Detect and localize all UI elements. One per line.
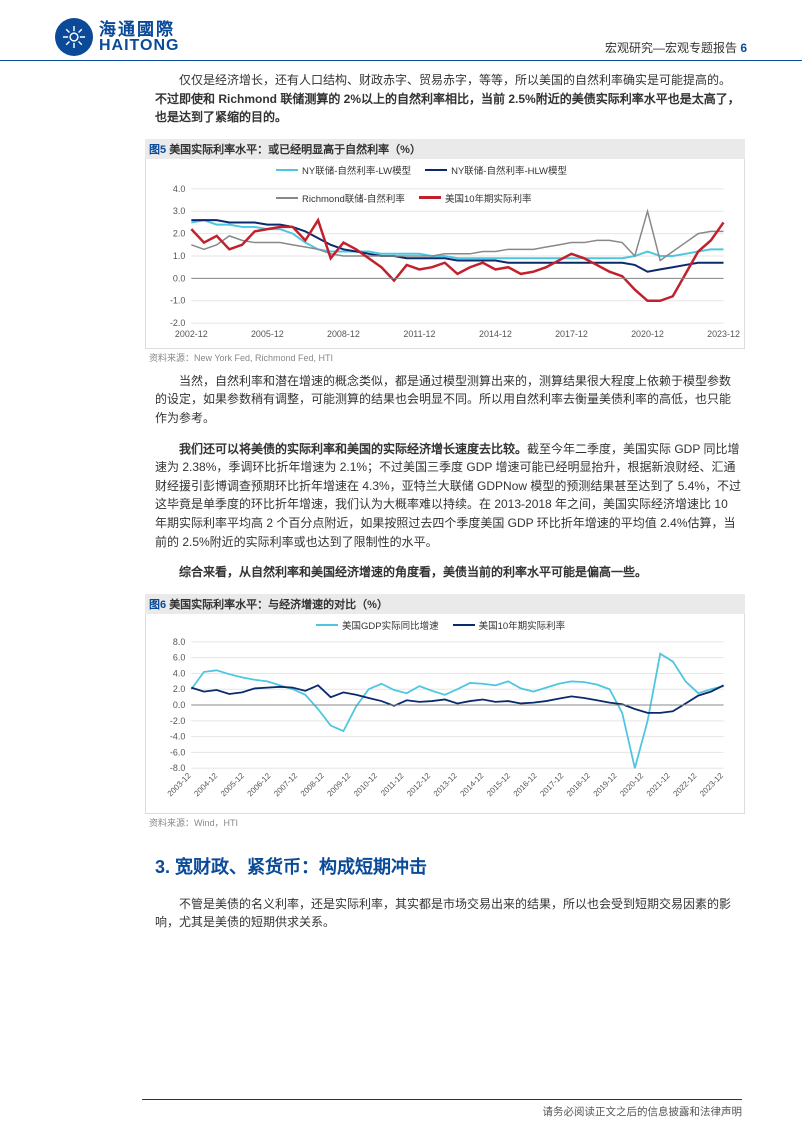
footer-disclaimer: 请务必阅读正文之后的信息披露和法律声明: [142, 1099, 742, 1119]
para-3: 我们还可以将美债的实际利率和美国的实际经济增长速度去比较。截至今年二季度，美国实…: [155, 440, 742, 552]
svg-text:8.0: 8.0: [173, 637, 185, 647]
svg-text:-4.0: -4.0: [170, 731, 185, 741]
section-3-heading: 3. 宽财政、紧货币：构成短期冲击: [155, 853, 742, 879]
svg-text:2011-12: 2011-12: [403, 329, 435, 339]
svg-text:3.0: 3.0: [173, 206, 185, 216]
figure-5: 图5 美国实际利率水平：或已经明显高于自然利率（%） NY联储-自然利率-LW模…: [145, 139, 745, 364]
svg-text:2009-12: 2009-12: [325, 771, 352, 798]
svg-text:2015-12: 2015-12: [485, 771, 512, 798]
svg-text:-2.0: -2.0: [170, 318, 185, 328]
svg-text:2020-12: 2020-12: [618, 771, 645, 798]
svg-text:0.0: 0.0: [173, 700, 185, 710]
svg-text:2013-12: 2013-12: [432, 771, 459, 798]
svg-text:2011-12: 2011-12: [379, 771, 406, 798]
svg-text:6.0: 6.0: [173, 652, 185, 662]
svg-text:2014-12: 2014-12: [479, 329, 512, 339]
svg-text:2007-12: 2007-12: [272, 771, 299, 798]
svg-text:2019-12: 2019-12: [592, 771, 619, 798]
svg-text:2020-12: 2020-12: [631, 329, 664, 339]
svg-text:2008-12: 2008-12: [299, 771, 326, 798]
svg-text:2.0: 2.0: [173, 684, 185, 694]
fig5-title: 美国实际利率水平：或已经明显高于自然利率（%）: [169, 144, 421, 156]
svg-text:2014-12: 2014-12: [458, 771, 485, 798]
svg-text:2002-12: 2002-12: [175, 329, 208, 339]
svg-text:0.0: 0.0: [173, 273, 185, 283]
fig5-source: 资料来源：New York Fed, Richmond Fed, HTI: [149, 351, 745, 364]
svg-text:2006-12: 2006-12: [246, 771, 273, 798]
svg-text:-8.0: -8.0: [170, 763, 185, 773]
svg-text:2003-12: 2003-12: [166, 771, 193, 798]
svg-text:2018-12: 2018-12: [565, 771, 592, 798]
svg-text:4.0: 4.0: [173, 184, 185, 194]
fig6-chart: -8.0-6.0-4.0-2.00.02.04.06.08.02003-1220…: [146, 614, 744, 813]
fig6-num: 图6: [149, 599, 166, 611]
svg-text:4.0: 4.0: [173, 668, 185, 678]
page-header: 海通國際 HAITONG 宏观研究—宏观专题报告 6: [0, 0, 802, 61]
svg-text:2.0: 2.0: [173, 228, 185, 238]
svg-text:2004-12: 2004-12: [192, 771, 219, 798]
logo: 海通國際 HAITONG: [55, 18, 179, 56]
svg-text:2008-12: 2008-12: [327, 329, 360, 339]
logo-text-cn: 海通國際: [99, 21, 179, 38]
para-5: 不管是美债的名义利率，还是实际利率，其实都是市场交易出来的结果，所以也会受到短期…: [155, 895, 742, 932]
figure-6: 图6 美国实际利率水平：与经济增速的对比（%） 美国GDP实际同比增速 美国10…: [145, 594, 745, 829]
fig6-title: 美国实际利率水平：与经济增速的对比（%）: [169, 599, 388, 611]
svg-text:-6.0: -6.0: [170, 747, 185, 757]
svg-text:2010-12: 2010-12: [352, 771, 379, 798]
fig5-legend: NY联储-自然利率-LW模型 NY联储-自然利率-HLW模型 Richmond联…: [276, 163, 696, 205]
para-2: 当然，自然利率和潜在增速的概念类似，都是通过模型测算出来的，测算结果很大程度上依…: [155, 372, 742, 428]
fig6-source: 资料来源：Wind，HTI: [149, 816, 745, 829]
svg-text:-2.0: -2.0: [170, 716, 185, 726]
svg-text:2016-12: 2016-12: [512, 771, 539, 798]
svg-text:1.0: 1.0: [173, 251, 185, 261]
page-number: 6: [740, 41, 747, 55]
svg-text:-1.0: -1.0: [170, 296, 185, 306]
fig6-legend: 美国GDP实际同比增速 美国10年期实际利率: [316, 618, 565, 632]
svg-text:2023-12: 2023-12: [698, 771, 725, 798]
svg-text:2017-12: 2017-12: [538, 771, 565, 798]
svg-text:2005-12: 2005-12: [219, 771, 246, 798]
svg-text:2012-12: 2012-12: [405, 771, 432, 798]
svg-text:2022-12: 2022-12: [671, 771, 698, 798]
content: 仅仅是经济增长，还有人口结构、财政赤字、贸易赤字，等等，所以美国的自然利率确实是…: [0, 61, 802, 932]
svg-text:2023-12: 2023-12: [707, 329, 740, 339]
logo-icon: [55, 18, 93, 56]
header-meta: 宏观研究—宏观专题报告 6: [605, 39, 747, 56]
logo-text-en: HAITONG: [99, 38, 179, 54]
svg-text:2021-12: 2021-12: [645, 771, 672, 798]
svg-text:2017-12: 2017-12: [555, 329, 588, 339]
para-1: 仅仅是经济增长，还有人口结构、财政赤字、贸易赤字，等等，所以美国的自然利率确实是…: [155, 71, 742, 127]
para-4: 综合来看，从自然利率和美国经济增速的角度看，美债当前的利率水平可能是偏高一些。: [155, 563, 742, 582]
fig5-num: 图5: [149, 144, 166, 156]
svg-text:2005-12: 2005-12: [251, 329, 284, 339]
